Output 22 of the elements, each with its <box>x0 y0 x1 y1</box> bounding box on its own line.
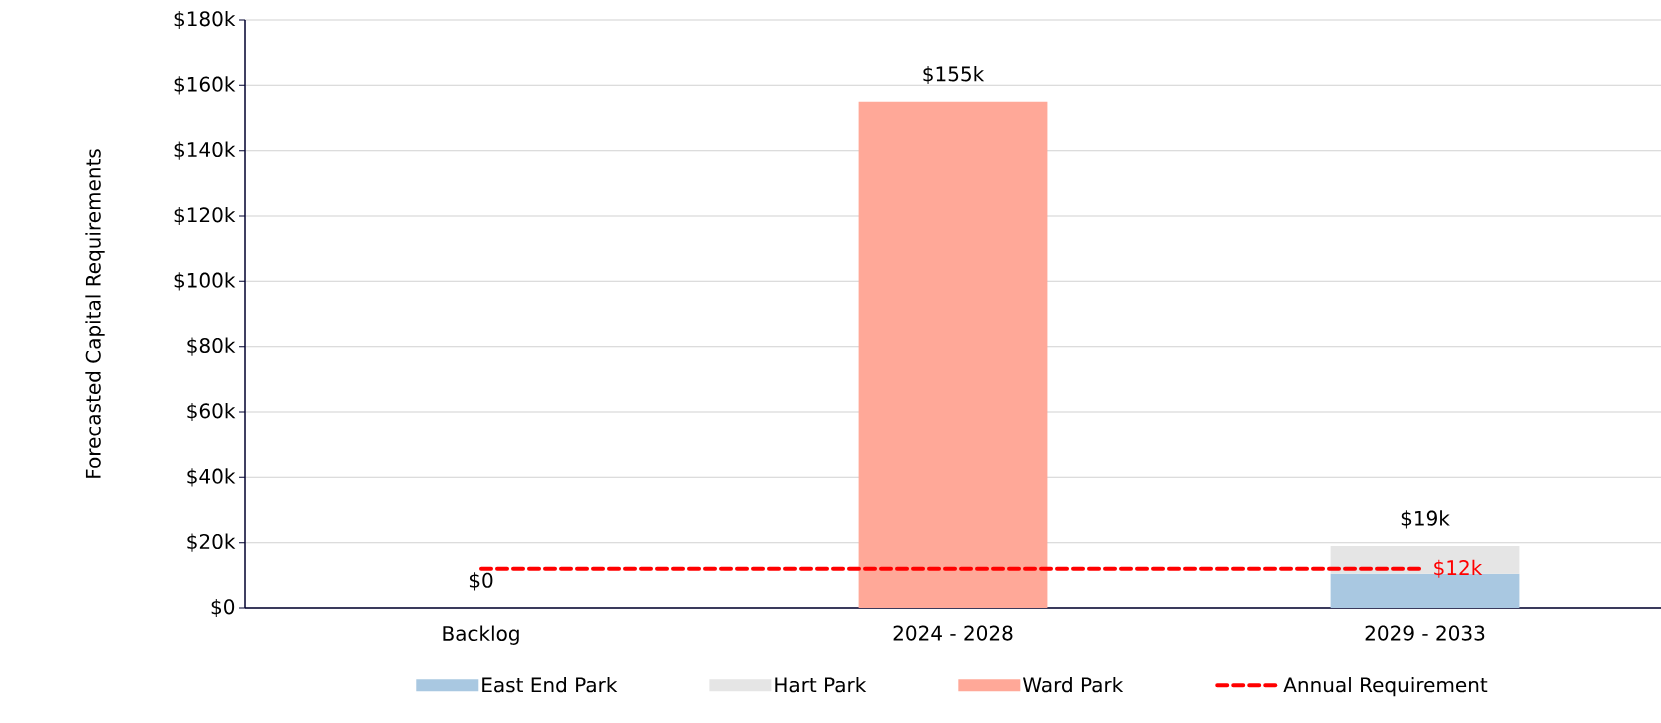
y-tick-label: $20k <box>187 533 236 552</box>
x-tick-label: Backlog <box>443 625 519 645</box>
y-tick-label: $140k <box>174 141 236 160</box>
y-tick-label: $120k <box>174 206 236 226</box>
y-tick-label: $160k <box>174 76 236 95</box>
legend-label: Annual Requirement <box>1283 676 1488 697</box>
y-tick-label: $100k <box>174 272 236 291</box>
x-tick-label: 2024 - 2028 <box>893 625 1013 641</box>
y-tick-label: $0 <box>211 598 235 618</box>
data-label: $12k <box>1434 559 1483 578</box>
total-label: $0 <box>469 572 493 591</box>
total-label: $155k <box>923 65 985 85</box>
x-tick-label: 2029 - 2033 <box>1365 625 1485 641</box>
legend-label: East End Park <box>482 676 618 693</box>
legend-label: Hart Park <box>775 676 867 693</box>
y-tick-label: $40k <box>187 468 236 487</box>
legend-label: Ward Park <box>1022 676 1124 693</box>
y-tick-label: $80k <box>187 337 236 356</box>
y-tick-label: $60k <box>187 402 236 422</box>
y-tick-label: $180k <box>174 10 236 30</box>
total-label: $19k <box>1401 510 1450 529</box>
y-axis-title: Forecasted Capital Requirements <box>85 149 105 478</box>
